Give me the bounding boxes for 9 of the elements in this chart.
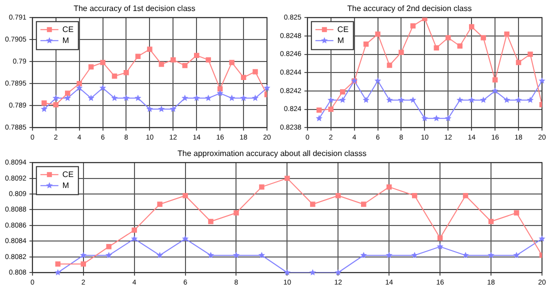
legend-label: M	[62, 36, 70, 45]
chart-title: The approximation accuracy about all decision classs	[178, 149, 366, 158]
chart-title: The accuracy of 2nd decision class	[347, 4, 472, 14]
legend-label: CE	[62, 24, 74, 34]
legend-label: M	[337, 36, 344, 45]
legend-label: M	[62, 180, 70, 190]
legend-label: CE	[62, 170, 74, 179]
legend-label: CE	[337, 24, 349, 34]
chart-title: The accuracy of 1st decision class	[74, 4, 196, 14]
